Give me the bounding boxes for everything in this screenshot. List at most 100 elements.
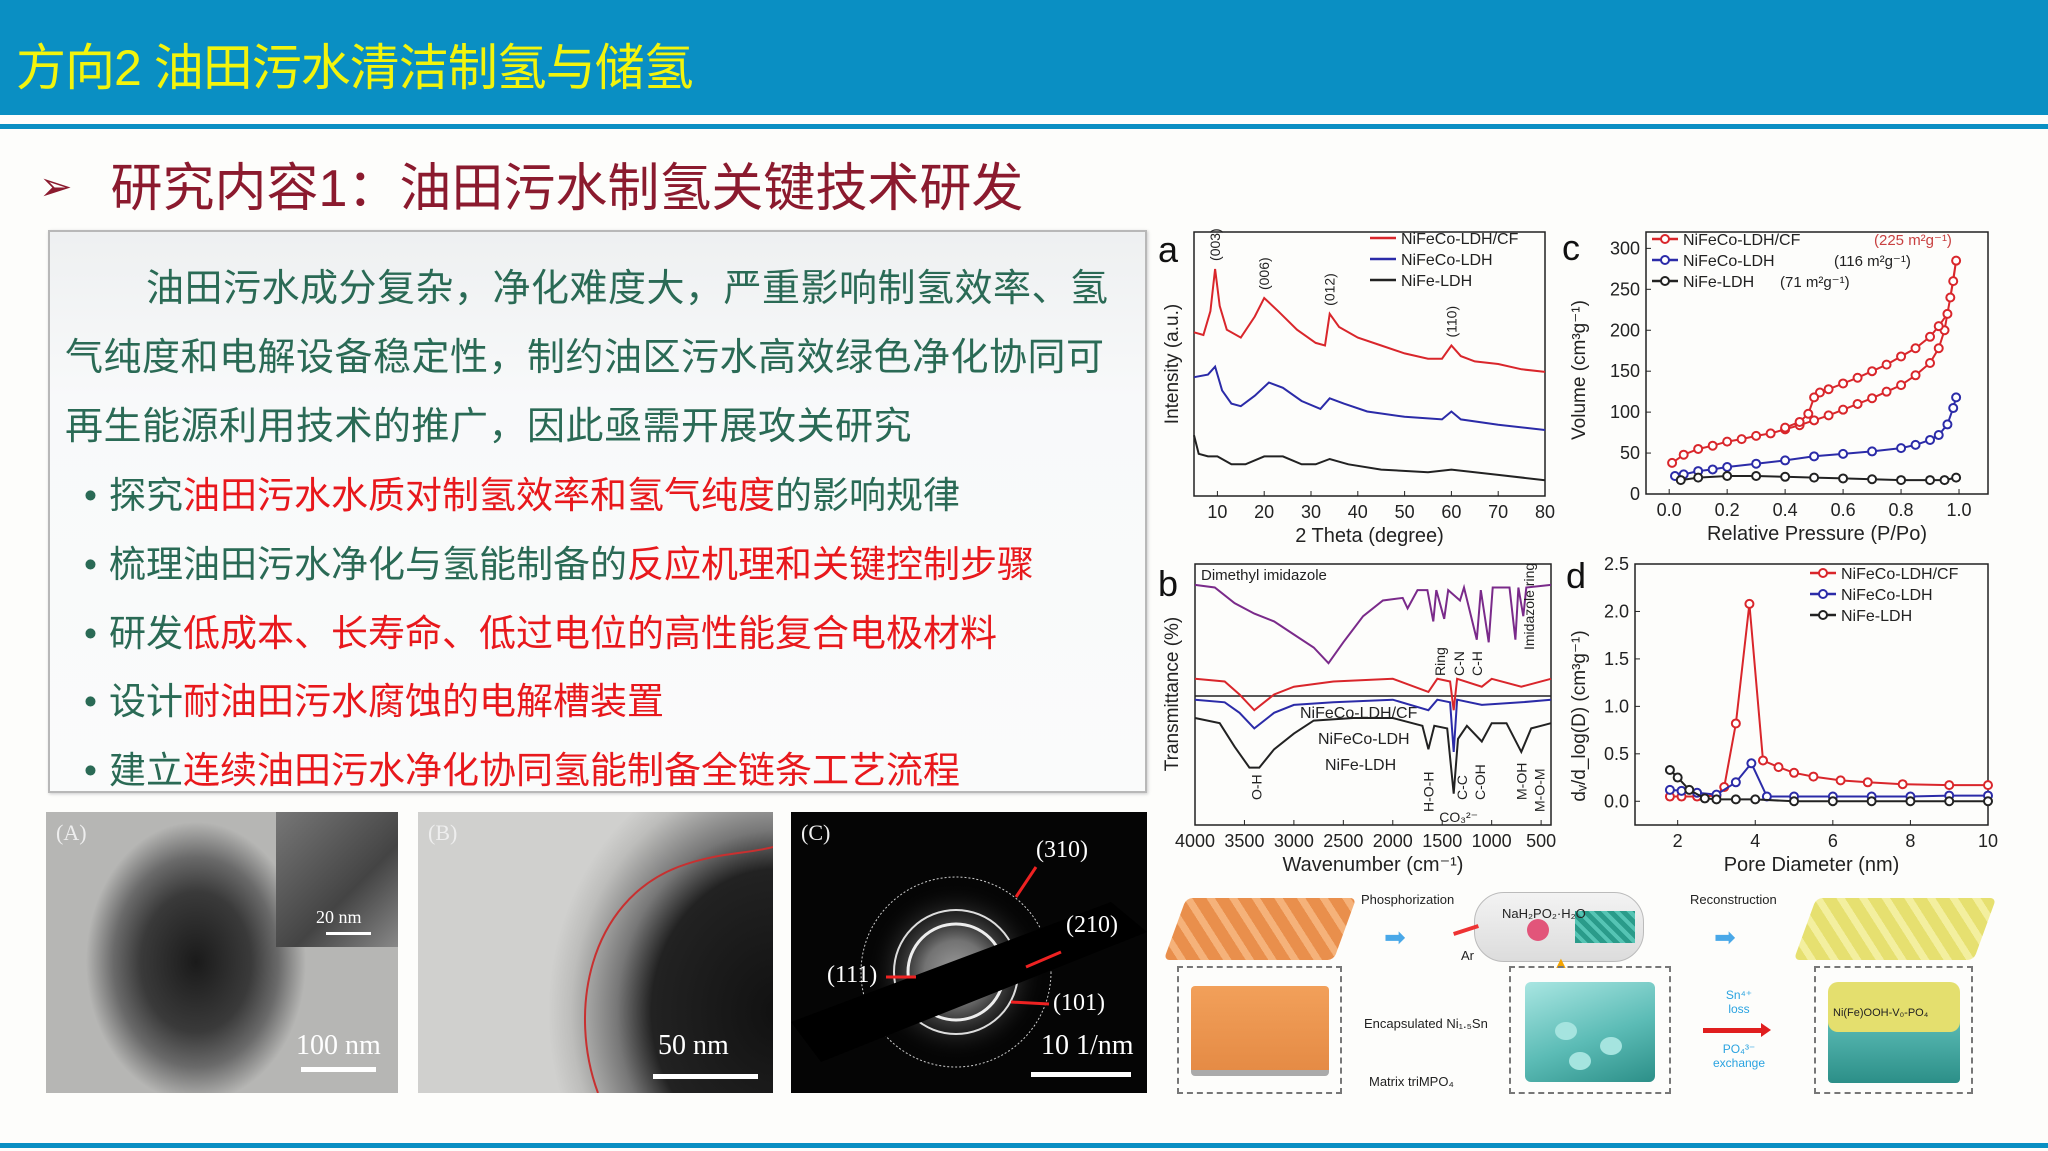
encapsulated-label: Encapsulated Ni₁.₅Sn	[1364, 1016, 1488, 1031]
scale-label: 100 nm	[296, 1030, 381, 1061]
data-point	[1730, 794, 1741, 805]
data-point	[1711, 794, 1722, 805]
plot-frame	[1645, 231, 1989, 495]
data-point	[1672, 772, 1683, 783]
y-tick-label: 100	[1610, 402, 1640, 422]
x-tick-label: 80	[1535, 502, 1555, 522]
image-label: (B)	[428, 820, 458, 845]
legend-marker	[1818, 568, 1828, 578]
data-point	[1684, 784, 1695, 795]
legend-marker	[1818, 610, 1828, 620]
ring-label: (101)	[1053, 990, 1105, 1016]
bullet-text: 的影响规律	[774, 475, 960, 516]
peak-annotation: H-O-H	[1420, 772, 1436, 812]
x-tick-label: 10	[1207, 502, 1227, 522]
data-point	[1867, 393, 1878, 404]
peak-annotation: (012)	[1322, 273, 1338, 306]
tem-image-a: (A) 20 nm 100 nm	[46, 812, 398, 1093]
data-point	[1939, 475, 1950, 486]
legend-entry: NiFeCo-LDH/CF	[1401, 231, 1519, 248]
data-point	[1699, 793, 1710, 804]
series-line	[1194, 677, 1552, 712]
x-tick-label: 6	[1828, 831, 1838, 851]
inset-image: 20 nm	[276, 812, 398, 947]
data-point	[1707, 464, 1718, 475]
data-point	[1925, 358, 1936, 368]
data-point	[1722, 436, 1733, 447]
footer-divider	[0, 1143, 2048, 1148]
precursor-powder	[1527, 919, 1549, 941]
data-point	[1765, 428, 1776, 439]
peak-annotation: M-OH	[1513, 763, 1529, 800]
data-point	[1693, 443, 1704, 454]
y-tick-label: 0.0	[1604, 791, 1629, 811]
peak-annotation: (003)	[1207, 228, 1223, 261]
diffraction-rings	[791, 866, 1147, 1068]
x-tick-label: 4000	[1175, 831, 1215, 851]
y-axis-label: Intensity (a.u.)	[1162, 304, 1183, 424]
series-label: NiFeCo-LDH	[1318, 731, 1410, 748]
precursor-label: NaH₂PO₂·H₂O	[1502, 906, 1586, 921]
x-tick-label: 8	[1905, 831, 1915, 851]
x-axis-label: 2 Theta (degree)	[1295, 525, 1444, 547]
data-point	[1794, 416, 1805, 427]
data-point	[1809, 392, 1820, 403]
data-point	[1780, 422, 1791, 433]
x-tick-label: 1500	[1422, 831, 1462, 851]
surface-area-label: (116 m²g⁻¹)	[1834, 253, 1911, 270]
legend-marker	[1660, 234, 1670, 244]
data-point	[1910, 370, 1921, 381]
data-point	[1942, 419, 1953, 430]
phosphorization-label: Phosphorization	[1361, 892, 1455, 907]
data-point	[1896, 380, 1907, 391]
section-heading: ➢ 研究内容1：油田污水制氢关键技术研发	[39, 146, 1023, 221]
paragraph-line: 气纯度和电解设备稳定性，制约油区污水高效绿色净化协同可	[65, 337, 1105, 379]
data-point	[1835, 775, 1846, 786]
y-tick-label: 0	[1630, 484, 1640, 504]
bullet-dot: •	[84, 681, 97, 722]
data-point	[1823, 410, 1834, 421]
inset-scale-bar	[326, 932, 371, 935]
inset-scale-label: 20 nm	[316, 907, 362, 927]
peak-annotation: C-H	[1469, 651, 1485, 676]
reconstruction-label: Reconstruction	[1690, 892, 1777, 907]
data-point	[1736, 434, 1747, 445]
data-point	[1803, 408, 1814, 419]
data-point	[1951, 255, 1962, 266]
legend-entry: NiFe-LDH	[1401, 273, 1472, 290]
data-point	[1910, 439, 1921, 450]
bullet-text: 设计	[108, 681, 183, 722]
data-point	[1951, 392, 1962, 403]
synthesis-schematic: Phosphorization ➡ NaH₂PO₂·H₂O Ar ▲ Encap…	[1163, 892, 1998, 1104]
peak-annotation: (110)	[1443, 306, 1459, 338]
data-point	[1925, 331, 1936, 342]
scale-bar	[301, 1067, 376, 1072]
legend-entry: NiFeCo-LDH/CF	[1683, 232, 1801, 249]
y-tick-label: 250	[1610, 279, 1640, 299]
x-tick-label: 2	[1673, 831, 1683, 851]
saed-pattern-c: (C) (310) (210) (111) (101) 10 1/nm	[791, 812, 1147, 1093]
image-label: (A)	[56, 820, 87, 845]
research-text-box: 油田污水成分复杂，净化难度大，严重影响制氢效率、氢 气纯度和电解设备稳定性，制约…	[48, 230, 1147, 793]
oxyhydroxide-layer	[1828, 982, 1960, 1032]
ring-label: (310)	[1036, 837, 1088, 863]
legend-marker	[1818, 589, 1828, 599]
data-point	[1867, 474, 1878, 485]
data-point	[1789, 767, 1800, 778]
right-arrow-icon: ➡	[1384, 922, 1406, 952]
data-point	[1722, 470, 1733, 481]
data-point	[1933, 343, 1944, 354]
data-point	[1867, 446, 1878, 457]
series-line	[1194, 717, 1552, 794]
data-point	[1948, 276, 1959, 287]
surface-area-label: (225 m²g⁻¹)	[1874, 232, 1952, 249]
ring-label: (210)	[1066, 912, 1118, 938]
x-tick-label: 0.6	[1831, 500, 1856, 520]
data-point	[1823, 384, 1834, 395]
data-point	[1933, 321, 1944, 332]
section-heading-text: 研究内容1：油田污水制氢关键技术研发	[110, 160, 1024, 218]
surface-area-label: (71 m²g⁻¹)	[1780, 274, 1850, 291]
teal-sample	[1575, 911, 1635, 943]
legend-entry: NiFeCo-LDH/CF	[1841, 566, 1959, 583]
data-point	[1789, 796, 1800, 807]
